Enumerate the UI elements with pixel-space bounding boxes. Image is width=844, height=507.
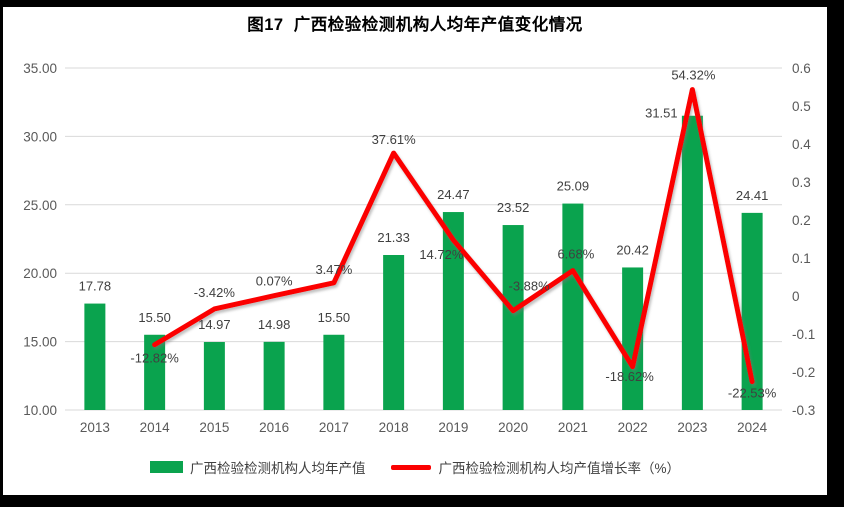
line-label-2021: 6.68%: [557, 247, 594, 262]
line-label-2017: 3.47%: [315, 262, 352, 277]
right-axis-tick: 0.3: [792, 175, 811, 190]
left-axis-tick: 20.00: [23, 266, 57, 281]
left-axis-tick: 25.00: [23, 198, 57, 213]
bar-label-2019: 24.47: [437, 187, 470, 202]
legend: 广西检验检测机构人均年产值 广西检验检测机构人均产值增长率（%）: [3, 457, 827, 477]
x-axis-label-2015: 2015: [199, 420, 229, 435]
bar-2015: [203, 342, 225, 410]
bar-series-swatch-icon: [149, 461, 183, 473]
left-axis-tick: 10.00: [23, 403, 57, 418]
line-series-swatch-icon: [391, 464, 432, 470]
line-label-2019: 14.72%: [419, 247, 464, 262]
legend-item-bar-series: 广西检验检测机构人均年产值: [149, 457, 366, 477]
line-label-2015: -3.42%: [194, 285, 236, 300]
bar-label-2023: 31.51: [645, 106, 678, 121]
right-axis-tick: 0.2: [792, 213, 811, 228]
line-label-2023: 54.32%: [671, 68, 716, 83]
x-axis-label-2024: 2024: [737, 420, 768, 435]
chart-title: 图17 广西检验检测机构人均年产值变化情况: [247, 16, 583, 34]
growth-rate-line: [152, 87, 755, 385]
right-axis-tick: -0.2: [792, 365, 815, 380]
bar-2022: [622, 267, 644, 410]
bar-2021: [562, 203, 584, 410]
x-axis-label-2020: 2020: [498, 420, 528, 435]
x-axis-label-2019: 2019: [438, 420, 468, 435]
line-label-2014: -12.82%: [130, 351, 179, 366]
bar-label-2014: 15.50: [138, 310, 171, 325]
bar-2018: [383, 255, 405, 410]
line-label-2016: 0.07%: [256, 274, 293, 289]
right-axis-tick: 0: [792, 289, 800, 304]
line-label-2020: -3.88%: [509, 279, 551, 294]
right-axis-tick: 0.1: [792, 251, 811, 266]
right-axis-tick: -0.3: [792, 403, 815, 418]
x-axis-label-2023: 2023: [677, 420, 707, 435]
legend-item-line-series: 广西检验检测机构人均产值增长率（%）: [391, 457, 680, 477]
x-axis-label-2014: 2014: [140, 420, 171, 435]
x-axis-label-2021: 2021: [558, 420, 588, 435]
bar-2014: [144, 334, 166, 410]
x-axis-label-2018: 2018: [379, 420, 409, 435]
left-axis-tick: 30.00: [23, 129, 57, 144]
right-axis-tick: 0.4: [792, 137, 811, 152]
left-axis-tick: 15.00: [23, 335, 57, 350]
right-axis-tick: 0.6: [792, 61, 811, 76]
bar-2020: [502, 225, 524, 410]
x-axis-label-2022: 2022: [618, 420, 648, 435]
line-label-2024: -22.53%: [728, 386, 777, 401]
legend-label-bar-series: 广西检验检测机构人均年产值: [189, 461, 366, 476]
line-label-2022: -18.62%: [605, 369, 654, 384]
bar-label-2017: 15.50: [318, 310, 351, 325]
bar-2023: [681, 115, 703, 411]
x-axis-label-2017: 2017: [319, 420, 349, 435]
right-axis-tick: -0.1: [792, 327, 815, 342]
legend-label-line-series: 广西检验检测机构人均产值增长率（%）: [438, 461, 680, 476]
bar-label-2024: 24.41: [736, 188, 769, 203]
bar-label-2020: 23.52: [497, 200, 530, 215]
right-axis-tick: 0.5: [792, 99, 811, 114]
x-axis-label-2013: 2013: [80, 420, 110, 435]
bar-label-2022: 20.42: [616, 242, 649, 257]
line-label-2018: 37.61%: [372, 132, 417, 147]
bar-2017: [323, 334, 345, 410]
bar-label-2016: 14.98: [258, 317, 291, 332]
bar-label-2018: 21.33: [377, 230, 410, 245]
bar-label-2015: 14.97: [198, 317, 231, 332]
chart-plot: 35.00 30.00 25.00 20.00 15.00 10.00 0.6 0.5 0.4 0…: [23, 61, 815, 435]
bar-label-2013: 17.78: [79, 279, 112, 294]
bar-label-2021: 25.09: [557, 179, 590, 194]
bar-2016: [263, 341, 285, 410]
bar-2013: [84, 303, 106, 410]
x-axis-label-2016: 2016: [259, 420, 289, 435]
bar-2019: [442, 212, 464, 410]
left-axis-tick: 35.00: [23, 61, 57, 76]
